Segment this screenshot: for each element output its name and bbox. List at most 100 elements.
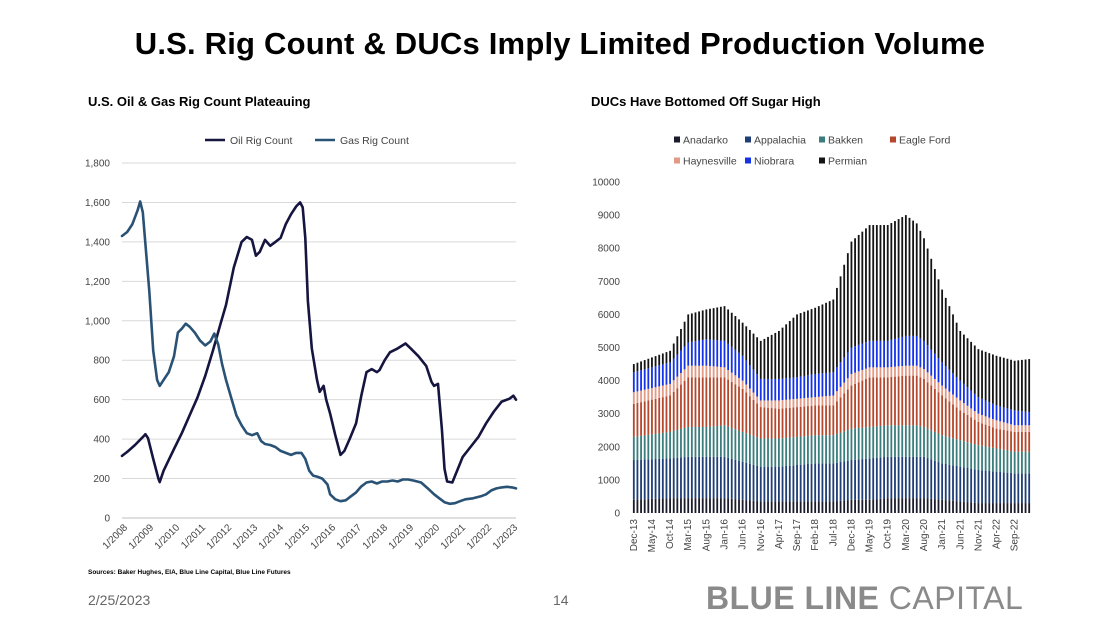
bar-segment-bakken <box>709 426 711 457</box>
bar-segment-permian <box>825 302 827 373</box>
bar-segment-niobrara <box>741 355 744 381</box>
bar-segment-niobrara <box>803 375 806 399</box>
logo-bold-text: BLUE LINE <box>706 580 880 616</box>
bar-segment-bakken <box>632 436 635 461</box>
bar-segment-niobrara <box>901 336 904 367</box>
bar-segment-anadarko <box>640 499 642 513</box>
bar-segment-haynesville <box>665 384 668 397</box>
bar-segment-niobrara <box>937 358 940 383</box>
bar-segment-permian <box>680 328 682 351</box>
bar-segment-appalachia <box>937 462 940 500</box>
bar-segment-haynesville <box>1017 425 1020 432</box>
bar-segment-haynesville <box>807 397 809 407</box>
bar-segment-bakken <box>817 435 820 464</box>
slide-date: 2/25/2023 <box>88 592 151 608</box>
bar-segment-eagle-ford <box>988 425 991 448</box>
bar-segment-appalachia <box>759 466 762 502</box>
bar-segment-permian <box>705 309 708 340</box>
bar-segment-haynesville <box>1002 422 1005 430</box>
bar-segment-bakken <box>973 444 976 470</box>
bar-segment-eagle-ford <box>861 380 864 428</box>
niobrara-legend-swatch <box>745 157 751 164</box>
duc-bar-month <box>734 316 737 513</box>
bar-segment-appalachia <box>734 459 737 500</box>
bar-segment-haynesville <box>817 396 820 406</box>
bar-segment-bakken <box>785 437 788 466</box>
bar-segment-permian <box>738 319 740 353</box>
x-tick-label: May-14 <box>647 519 658 553</box>
bar-segment-haynesville <box>966 405 969 416</box>
bar-segment-haynesville <box>705 365 708 378</box>
bar-segment-permian <box>748 329 751 366</box>
bar-segment-eagle-ford <box>952 404 954 439</box>
bar-segment-bakken <box>908 425 911 457</box>
duc-bar-month <box>966 338 969 513</box>
bar-segment-eagle-ford <box>788 407 791 438</box>
bar-segment-appalachia <box>948 464 951 501</box>
bar-segment-anadarko <box>915 498 918 513</box>
bar-segment-niobrara <box>683 346 686 370</box>
bar-segment-anadarko <box>846 500 849 513</box>
duc-bar-month <box>904 215 907 513</box>
bar-segment-eagle-ford <box>1021 431 1023 452</box>
bar-segment-bakken <box>933 431 936 461</box>
bar-segment-eagle-ford <box>959 410 962 441</box>
bar-segment-permian <box>778 330 780 379</box>
bar-segment-bakken <box>984 446 987 471</box>
bar-segment-appalachia <box>894 456 896 499</box>
bar-segment-haynesville <box>636 391 639 403</box>
bar-segment-permian <box>690 313 693 342</box>
bar-segment-bakken <box>734 429 737 460</box>
duc-bar-month <box>741 322 744 513</box>
duc-bar-month <box>817 306 820 513</box>
bar-segment-anadarko <box>843 500 846 513</box>
bar-segment-eagle-ford <box>970 417 973 444</box>
bar-segment-niobrara <box>886 340 889 368</box>
bar-segment-bakken <box>894 425 896 457</box>
bar-segment-permian <box>981 350 983 399</box>
bar-segment-eagle-ford <box>807 406 809 436</box>
bar-segment-permian <box>687 314 690 343</box>
bar-segment-niobrara <box>825 372 827 397</box>
bar-segment-haynesville <box>654 387 657 399</box>
bar-segment-eagle-ford <box>821 405 824 436</box>
bar-segment-anadarko <box>908 498 911 513</box>
bar-segment-niobrara <box>992 403 994 419</box>
bar-segment-haynesville <box>854 372 856 384</box>
bar-segment-anadarko <box>694 498 697 513</box>
bar-segment-permian <box>944 297 947 367</box>
bar-segment-eagle-ford <box>941 395 944 436</box>
bar-segment-anadarko <box>814 501 817 513</box>
duc-bar-month <box>723 306 726 513</box>
bar-segment-bakken <box>774 438 777 467</box>
bar-segment-appalachia <box>810 463 813 502</box>
x-tick-label: Dec-18 <box>846 519 857 552</box>
bar-segment-anadarko <box>952 500 954 513</box>
bar-segment-bakken <box>890 425 893 457</box>
duc-bar-month <box>632 364 635 513</box>
bar-segment-haynesville <box>763 400 766 408</box>
bar-segment-haynesville <box>759 400 762 408</box>
duc-bar-month <box>690 313 693 513</box>
bar-segment-haynesville <box>886 367 889 378</box>
x-tick-label: Mar-20 <box>901 519 912 551</box>
duc-bar-month <box>908 217 911 513</box>
bar-segment-niobrara <box>908 335 911 366</box>
bar-segment-niobrara <box>832 372 835 396</box>
bar-segment-haynesville <box>712 366 715 378</box>
duc-bar-month <box>1017 360 1020 513</box>
bar-segment-haynesville <box>814 397 817 406</box>
bar-segment-anadarko <box>992 503 994 513</box>
bar-segment-haynesville <box>955 397 958 408</box>
bar-segment-bakken <box>966 442 969 468</box>
bar-segment-anadarko <box>734 499 737 513</box>
bar-segment-haynesville <box>785 399 788 409</box>
bar-segment-niobrara <box>759 378 762 401</box>
bar-segment-niobrara <box>792 377 795 400</box>
bar-segment-bakken <box>926 428 929 459</box>
bar-segment-permian <box>857 234 860 345</box>
bar-segment-eagle-ford <box>683 380 686 428</box>
bar-segment-haynesville <box>676 376 679 389</box>
bar-segment-eagle-ford <box>741 388 744 432</box>
duc-bar-month <box>636 362 639 513</box>
